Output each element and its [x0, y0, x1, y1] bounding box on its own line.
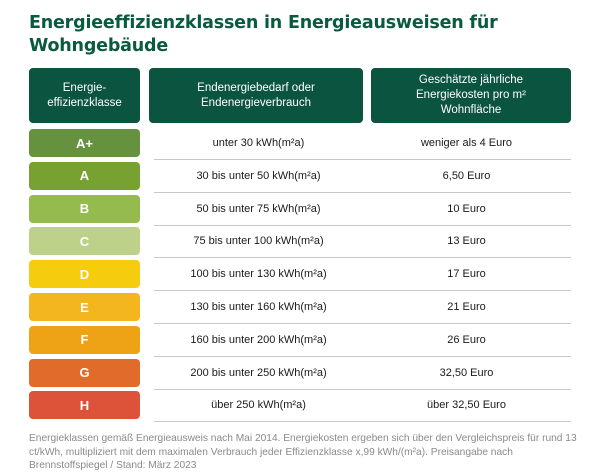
header-energy-cost: Geschätzte jährliche Energiekosten pro m…: [371, 68, 571, 123]
energy-demand-cell: 75 bis unter 100 kWh(m²a): [193, 235, 324, 248]
row-divider: [154, 191, 571, 193]
row-divider: [154, 290, 571, 292]
header-energy-cost-label: Geschätzte jährliche Energiekosten pro m…: [416, 74, 526, 116]
energy-cost-cell: über 32,50 Euro: [427, 399, 506, 412]
row-divider: [154, 257, 571, 259]
efficiency-class-badge: E: [29, 293, 140, 321]
header-efficiency-class: Energie- effizienzklasse: [29, 68, 140, 123]
table-row: D 100 bis unter 130 kWh(m²a) 17 Euro: [0, 260, 600, 293]
header-energy-demand: Endenergiebedarf oder Endenergieverbrauc…: [149, 68, 363, 123]
energy-cost-cell: 6,50 Euro: [442, 169, 491, 182]
energy-demand-cell: 130 bis unter 160 kWh(m²a): [190, 301, 327, 313]
row-divider: [154, 224, 571, 226]
row-divider: [154, 323, 571, 324]
energy-demand-cell: unter 30 kWh(m²a): [212, 137, 305, 149]
table-row: E 130 bis unter 160 kWh(m²a) 21 Euro: [0, 293, 600, 326]
table-row: G 200 bis unter 250 kWh(m²a) 32,50 Euro: [0, 358, 600, 392]
efficiency-class-badge: H: [29, 391, 140, 420]
energy-cost-cell: 10 Euro: [447, 202, 486, 215]
energy-cost-cell: 13 Euro: [447, 235, 486, 248]
header-energy-demand-label: Endenergiebedarf oder Endenergieverbrauc…: [197, 81, 315, 109]
table-row: A 30 bis unter 50 kWh(m²a) 6,50 Euro: [0, 161, 600, 195]
energy-demand-cell: über 250 kWh(m²a): [211, 399, 306, 412]
table-row: B 50 bis unter 75 kWh(m²a) 10 Euro: [0, 194, 600, 228]
efficiency-class-badge: F: [29, 325, 140, 354]
efficiency-class-badge: B: [29, 194, 140, 223]
row-divider: [154, 421, 571, 423]
energy-demand-cell: 50 bis unter 75 kWh(m²a): [196, 202, 321, 215]
energy-cost-cell: 21 Euro: [447, 301, 486, 313]
efficiency-class-badge: C: [29, 227, 140, 256]
table-row: C 75 bis unter 100 kWh(m²a) 13 Euro: [0, 227, 600, 260]
efficiency-class-badge: D: [29, 260, 140, 289]
energy-cost-cell: weniger als 4 Euro: [420, 137, 513, 149]
energy-demand-cell: 30 bis unter 50 kWh(m²a): [196, 169, 321, 182]
table-row: A+ unter 30 kWh(m²a) weniger als 4 Euro: [0, 129, 600, 162]
table-row: F 160 bis unter 200 kWh(m²a) 26 Euro: [0, 325, 600, 359]
energy-cost-cell: 26 Euro: [447, 333, 486, 346]
energy-cost-cell: 17 Euro: [447, 268, 486, 281]
header-efficiency-class-label: Energie- effizienzklasse: [47, 81, 122, 109]
energy-demand-cell: 160 bis unter 200 kWh(m²a): [190, 333, 327, 346]
row-divider: [154, 355, 571, 357]
efficiency-class-badge: G: [29, 358, 140, 387]
row-divider: [154, 388, 571, 390]
energy-demand-cell: 100 bis unter 130 kWh(m²a): [190, 268, 327, 281]
efficiency-class-badge: A: [29, 161, 140, 190]
energy-cost-cell: 32,50 Euro: [439, 366, 494, 379]
page-title: Energieeffizienzklassen in Energieauswei…: [29, 13, 498, 56]
row-divider: [154, 159, 571, 160]
energy-demand-cell: 200 bis unter 250 kWh(m²a): [190, 366, 327, 379]
footnote: Energieklassen gemäß Energieausweis nach…: [29, 433, 577, 471]
efficiency-class-badge: A+: [29, 129, 140, 157]
